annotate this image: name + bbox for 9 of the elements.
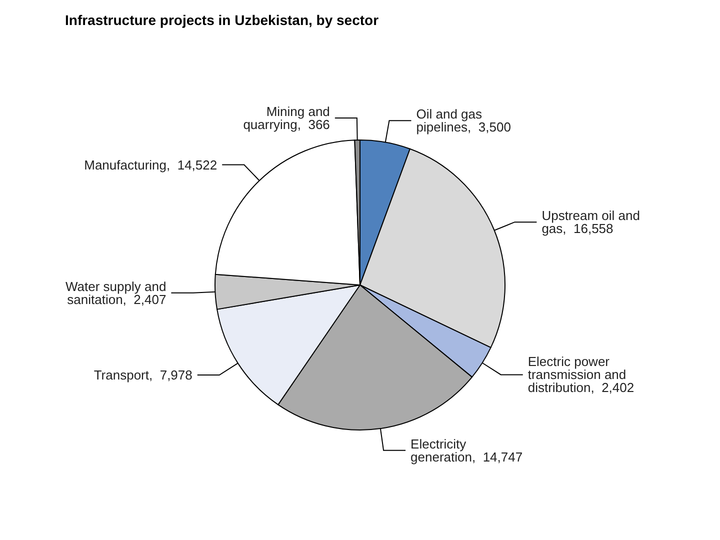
slice-label: Electric power transmission and distribution, 2,402 [528,354,634,396]
slice-label: Transport, 7,978 [94,368,192,383]
chart-title: Infrastructure projects in Uzbekistan, by sector [65,12,380,28]
slice-label: Oil and gas pipelines, 3,500 [416,106,511,135]
slice-label: Mining and quarrying, 366 [243,104,330,132]
slice-label: Water supply and sanitation, 2,407 [66,278,166,307]
slice-label: Electricity generation, 14,747 [410,436,523,464]
slice-label: Manufacturing, 14,522 [84,157,218,172]
slice-label: Upstream oil and gas, 16,558 [542,208,640,236]
